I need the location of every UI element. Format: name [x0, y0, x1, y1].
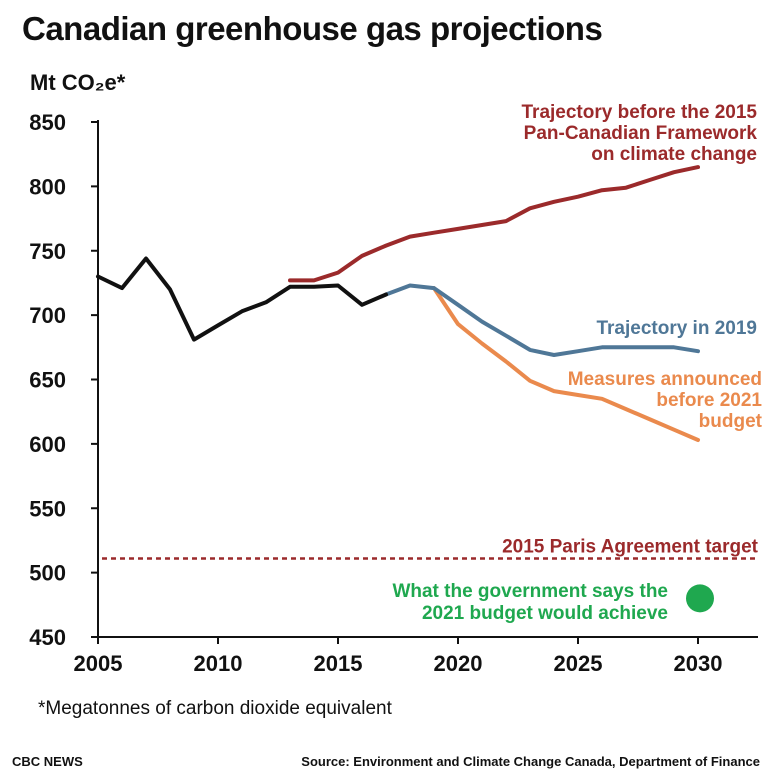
chart-title: Canadian greenhouse gas projections — [22, 10, 603, 47]
y-tick-label: 700 — [29, 303, 66, 328]
x-tick-label: 2005 — [74, 651, 123, 676]
x-tick-label: 2030 — [674, 651, 723, 676]
label-pre2015: Pan-Canadian Framework — [524, 123, 758, 144]
label-pre2015: Trajectory before the 2015 — [522, 102, 758, 123]
label-measures2021: before 2021 — [656, 390, 762, 411]
y-tick-label: 600 — [29, 432, 66, 457]
y-tick-label: 500 — [29, 561, 66, 586]
x-tick-label: 2025 — [554, 651, 603, 676]
budget-point — [686, 584, 714, 613]
x-tick-label: 2020 — [434, 651, 483, 676]
y-tick-label: 750 — [29, 239, 66, 264]
series-line-pre2015 — [288, 165, 700, 283]
target-label: 2015 Paris Agreement target — [502, 536, 759, 557]
x-tick-label: 2010 — [194, 651, 243, 676]
series-line-measures2021 — [432, 286, 700, 442]
brand-label: CBC NEWS — [12, 754, 83, 769]
y-tick-label: 650 — [29, 368, 66, 393]
y-tick-label: 850 — [29, 110, 66, 135]
y-tick-label: 550 — [29, 496, 66, 521]
y-tick-label: 450 — [29, 625, 66, 650]
label-measures2021: budget — [699, 411, 763, 432]
series-line-traj2019 — [384, 283, 700, 357]
source-label: Source: Environment and Climate Change C… — [301, 754, 760, 769]
label-pre2015: on climate change — [591, 144, 757, 165]
label-budget2021: 2021 budget would achieve — [422, 603, 668, 624]
x-tick-label: 2015 — [314, 651, 363, 676]
footnote: *Megatonnes of carbon dioxide equivalent — [38, 698, 392, 719]
label-traj2019: Trajectory in 2019 — [596, 318, 757, 339]
label-measures2021: Measures announced — [568, 369, 762, 390]
y-tick-label: 800 — [29, 174, 66, 199]
y-axis-label: Mt CO₂e* — [30, 70, 126, 95]
series-line-historical — [96, 256, 388, 342]
label-budget2021: What the government says the — [392, 581, 668, 602]
